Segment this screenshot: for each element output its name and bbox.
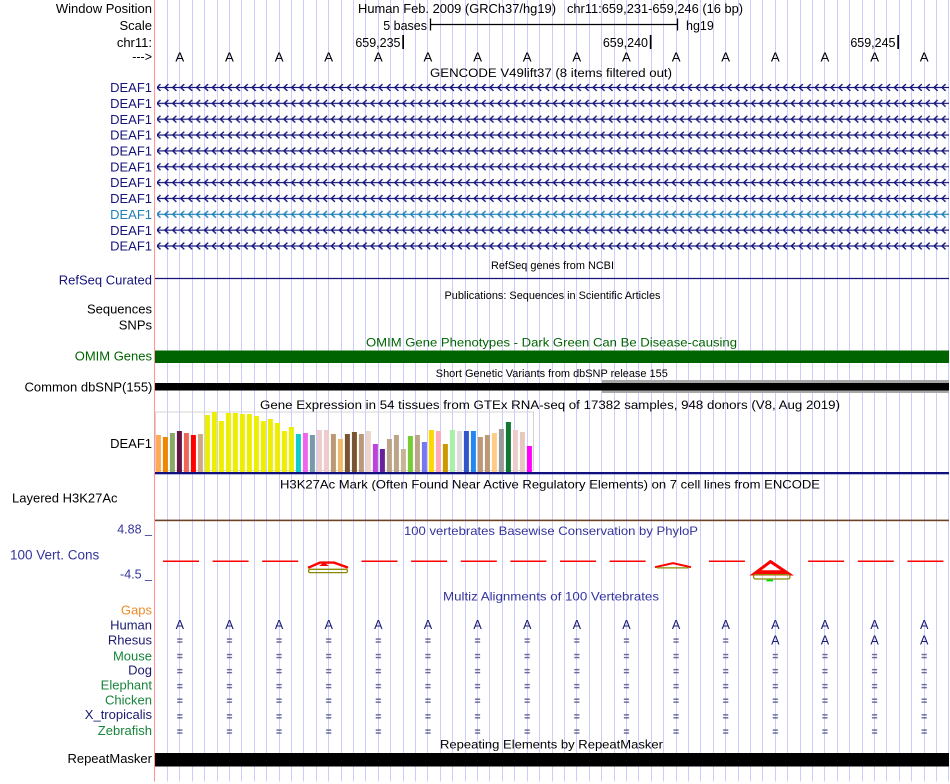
svg-text:--->: ---> xyxy=(132,50,152,64)
svg-text:659,240: 659,240 xyxy=(603,36,648,50)
svg-text:DEAF1: DEAF1 xyxy=(110,159,152,174)
svg-text:Common dbSNP(155): Common dbSNP(155) xyxy=(25,380,153,395)
svg-text:SNPs: SNPs xyxy=(119,317,153,332)
svg-text:OMIM Gene Phenotypes - Dark Gr: OMIM Gene Phenotypes - Dark Green Can Be… xyxy=(366,335,737,349)
svg-text:DEAF1: DEAF1 xyxy=(110,207,152,222)
svg-text:100 Vert. Cons: 100 Vert. Cons xyxy=(10,548,100,563)
svg-text:RefSeq Curated: RefSeq Curated xyxy=(59,272,152,287)
svg-text:4.88 _: 4.88 _ xyxy=(117,522,153,536)
svg-text:DEAF1: DEAF1 xyxy=(110,191,152,206)
svg-text:chr11:659,231-659,246 (16 bp): chr11:659,231-659,246 (16 bp) xyxy=(567,2,743,16)
svg-text:Multiz Alignments of 100 Verte: Multiz Alignments of 100 Vertebrates xyxy=(443,590,659,604)
svg-text:100 vertebrates Basewise Conse: 100 vertebrates Basewise Conservation by… xyxy=(404,524,698,538)
svg-text:Human: Human xyxy=(110,617,152,632)
svg-text:OMIM Genes: OMIM Genes xyxy=(75,349,153,364)
svg-text:DEAF1: DEAF1 xyxy=(110,112,152,127)
svg-text:Repeating Elements by RepeatMa: Repeating Elements by RepeatMasker xyxy=(440,737,663,751)
svg-text:hg19: hg19 xyxy=(686,19,714,33)
svg-text:Sequences: Sequences xyxy=(87,302,153,317)
svg-text:chr11:: chr11: xyxy=(117,35,152,50)
svg-text:GENCODE V49lift37 (8 items fil: GENCODE V49lift37 (8 items filtered out) xyxy=(430,66,672,80)
svg-text:Scale: Scale xyxy=(119,18,152,33)
svg-text:659,235: 659,235 xyxy=(355,36,400,50)
svg-text:RepeatMasker: RepeatMasker xyxy=(67,751,152,766)
svg-text:659,245: 659,245 xyxy=(850,36,895,50)
svg-text:Mouse: Mouse xyxy=(113,648,152,663)
svg-text:Chicken: Chicken xyxy=(105,693,152,708)
svg-text:DEAF1: DEAF1 xyxy=(110,96,152,111)
svg-text:Short Genetic Variants from db: Short Genetic Variants from dbSNP releas… xyxy=(436,368,668,380)
svg-text:Layered H3K27Ac: Layered H3K27Ac xyxy=(12,490,118,505)
svg-text:Gaps: Gaps xyxy=(121,602,153,617)
svg-text:Gene Expression in 54 tissues: Gene Expression in 54 tissues from GTEx … xyxy=(260,398,840,412)
svg-text:DEAF1: DEAF1 xyxy=(110,223,152,238)
svg-text:DEAF1: DEAF1 xyxy=(110,239,152,254)
svg-text:H3K27Ac Mark (Often Found Near: H3K27Ac Mark (Often Found Near Active Re… xyxy=(280,477,820,491)
svg-text:Publications: Sequences in Sci: Publications: Sequences in Scientific Ar… xyxy=(445,290,661,302)
svg-text:DEAF1: DEAF1 xyxy=(110,80,152,95)
svg-text:DEAF1: DEAF1 xyxy=(110,175,152,190)
svg-text:Elephant: Elephant xyxy=(101,678,153,693)
svg-text:RefSeq genes from NCBI: RefSeq genes from NCBI xyxy=(491,260,614,272)
svg-text:DEAF1: DEAF1 xyxy=(110,436,152,451)
svg-text:Rhesus: Rhesus xyxy=(108,632,153,647)
svg-text:DEAF1: DEAF1 xyxy=(110,144,152,159)
svg-text:X_tropicalis: X_tropicalis xyxy=(85,707,153,722)
svg-text:DEAF1: DEAF1 xyxy=(110,128,152,143)
svg-text:Zebrafish: Zebrafish xyxy=(98,723,152,738)
svg-text:Dog: Dog xyxy=(128,663,152,678)
svg-text:-4.5 _: -4.5 _ xyxy=(120,568,153,582)
svg-text:Window Position: Window Position xyxy=(56,1,152,16)
svg-text:Human Feb. 2009 (GRCh37/hg19): Human Feb. 2009 (GRCh37/hg19) xyxy=(358,2,556,16)
svg-text:5 bases: 5 bases xyxy=(383,19,427,33)
